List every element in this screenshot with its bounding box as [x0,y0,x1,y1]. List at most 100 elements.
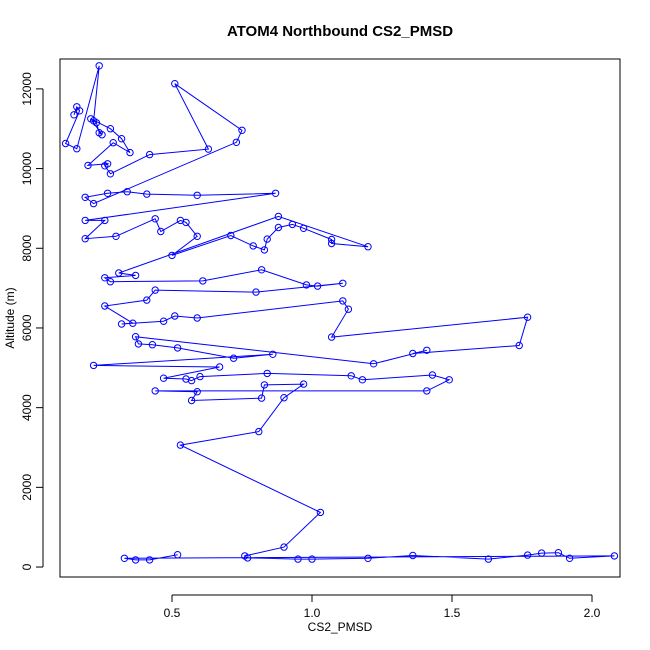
data-point [173,551,182,559]
y-tick-label: 0 [20,563,34,570]
data-point [193,191,201,200]
data-point [423,346,431,354]
data-point [89,361,98,370]
data-point [106,125,115,133]
data-point [101,274,109,282]
data-point [131,271,140,280]
data-point [280,394,288,402]
data-point [81,216,89,225]
data-point [423,387,431,395]
y-axis: 0 2000 4000 6000 8000 10000 12000 [20,72,44,570]
data-point [358,376,367,384]
series-line [64,65,615,561]
data-point [280,543,288,551]
x-axis: 0.5 1.0 1.5 2.0 [164,594,601,620]
data-point [134,340,143,348]
data-point [171,80,179,88]
y-axis-label: Altitude (m) [3,287,17,348]
data-point [171,312,179,320]
data-point [182,218,190,227]
data-point [61,139,70,148]
data-point [232,138,241,147]
data-point [145,150,154,159]
y-tick-label: 12000 [20,72,34,106]
data-point [98,131,106,139]
data-point [327,235,336,244]
x-tick-label: 2.0 [584,606,601,620]
y-tick-label: 4000 [20,394,34,421]
data-point [106,170,115,178]
data-point [252,288,260,296]
data-point [187,396,196,405]
data-point [193,388,201,396]
data-point [238,126,246,135]
data-point [484,555,493,563]
data-point [112,232,120,241]
data-point [143,296,151,304]
data-point [151,286,159,294]
data-point [274,212,283,221]
data-point [269,350,277,358]
data-point [515,341,523,350]
data-point [84,161,92,170]
data-point [274,223,283,232]
series-lines [64,65,615,561]
data-point [95,62,103,70]
data-point [255,427,263,436]
data-point [409,551,417,560]
y-tick-label: 8000 [20,235,34,262]
x-tick-label: 1.0 [304,606,321,620]
data-point [143,190,151,198]
data-point [204,145,213,153]
data-point [260,246,269,254]
data-point [369,360,378,368]
data-point [157,227,165,236]
data-point [115,269,123,277]
data-point [117,135,126,143]
data-point [101,302,109,310]
data-point [151,215,159,223]
data-point [81,235,89,243]
data-point [327,239,336,248]
data-point [159,374,168,382]
data-point [229,354,238,362]
data-point [131,556,140,564]
data-point [199,277,207,285]
data-point [299,224,308,233]
data-point [263,369,271,378]
data-point [126,148,134,157]
data-point [299,380,308,388]
data-point [445,376,453,384]
data-point [313,282,322,290]
data-point [288,220,297,229]
data-point [554,549,563,557]
data-point [316,508,325,517]
data-point [123,188,131,196]
data-point [109,139,117,147]
data-point [428,371,437,379]
data-point [565,554,574,562]
data-point [81,193,89,202]
data-point [347,372,355,380]
data-point [196,372,204,381]
data-point [537,549,546,557]
data-point [106,278,115,286]
y-tick-label: 10000 [20,152,34,186]
data-point [117,320,126,328]
data-point [173,344,182,352]
data-point [151,387,159,395]
data-point [344,305,353,313]
data-point [339,279,347,287]
data-point [364,243,372,251]
series-points [61,62,619,564]
data-point [187,376,196,385]
data-point [257,266,266,274]
data-point [193,232,201,241]
data-point [87,115,95,123]
data-point [148,341,157,349]
x-axis-label: CS2_PMSD [308,620,373,634]
data-point [103,189,112,198]
data-point [73,145,81,153]
data-point [129,319,137,327]
data-point [243,554,252,562]
